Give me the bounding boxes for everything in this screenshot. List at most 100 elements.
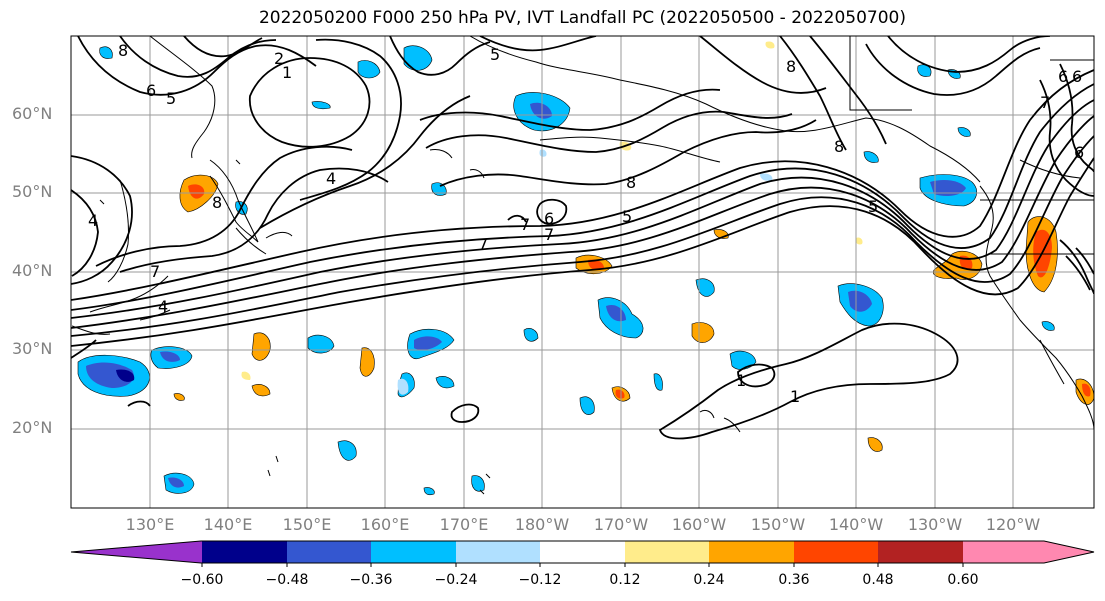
contour-label: 8	[786, 57, 796, 76]
pv-contour	[95, 145, 353, 267]
ivt-blue-patch	[653, 373, 663, 391]
ivt-blue-patch	[471, 475, 485, 492]
ivt-red-core	[615, 389, 625, 399]
pv-contour	[389, 36, 491, 76]
coastlines	[71, 36, 1094, 495]
okhotsk-coast	[149, 36, 216, 159]
hawaii-islands	[699, 409, 741, 433]
map-frame	[70, 35, 1095, 509]
colorbar-segment	[540, 541, 625, 563]
ivt-blue-patch	[311, 101, 331, 110]
pv-contour	[71, 157, 1094, 347]
pv-contour	[865, 43, 1041, 96]
pv-contour	[507, 198, 568, 225]
ivt-blue-patch	[357, 60, 381, 79]
ivt-orange-patch	[251, 384, 271, 397]
contour-label: 1	[282, 63, 292, 82]
pv-contour	[71, 135, 1094, 337]
pv-contour	[71, 155, 133, 285]
pv-contour	[249, 57, 371, 148]
colorbar-segment	[287, 541, 371, 563]
colorbar-outline	[70, 540, 1095, 564]
pv-contour	[699, 36, 827, 94]
contour-label: 7	[478, 235, 488, 254]
pv-contour	[127, 400, 151, 407]
ivt-blue-patch	[337, 440, 357, 461]
lon-label: 170°E	[439, 515, 489, 534]
pv-contour	[779, 36, 847, 151]
contour-label: 6	[544, 209, 554, 228]
colorbar-segment	[709, 541, 794, 563]
colorbar-tick-label: 0.12	[609, 572, 641, 588]
colorbar-segment	[71, 541, 202, 563]
bering-islands	[429, 149, 485, 179]
colorbar-segment	[794, 541, 878, 563]
colorbar-tick-label: 0.48	[862, 572, 894, 588]
pv-contour	[71, 69, 1094, 301]
colorbar-tick-label: −0.24	[434, 572, 478, 588]
pv-contour	[809, 36, 887, 145]
colorbar-segment	[456, 541, 540, 563]
pv-contour	[1059, 239, 1094, 295]
pv-contour	[419, 88, 721, 131]
ivt-red-core	[1082, 383, 1091, 397]
contour-label: 5	[868, 197, 878, 216]
ivt-blue-patch	[695, 278, 715, 297]
lon-label: 140°E	[203, 515, 253, 534]
contour-label: 8	[212, 193, 222, 212]
ivt-blue-patch	[729, 350, 757, 370]
colorbar-tick-label: −0.12	[518, 572, 562, 588]
contour-label: 5	[166, 89, 176, 108]
ivt-yellow-patch	[241, 371, 251, 380]
ivt-blue-patch	[307, 334, 335, 354]
contour-label: 8	[118, 41, 128, 60]
lat-label: 30°N	[12, 339, 53, 358]
ivt-lightblue-patch	[760, 173, 773, 181]
ivt-blue-core	[160, 351, 180, 362]
ivt-blue-patch	[863, 151, 879, 163]
pv-contour	[71, 189, 99, 277]
ivt-yellow-patch	[855, 237, 863, 245]
ivt-blue-patch	[957, 127, 971, 137]
kuril-islands	[235, 227, 293, 255]
contour-label: 8	[834, 137, 844, 156]
colorbar-segment	[878, 541, 963, 563]
ivt-red-core	[588, 259, 604, 270]
contour-label: 5	[490, 45, 500, 64]
graticule	[71, 36, 1094, 508]
ivt-blue-core	[86, 362, 134, 388]
colorbar-segment	[625, 541, 709, 563]
pv-contour	[450, 403, 480, 423]
ivt-yellow-patch	[765, 41, 775, 49]
pv-contour	[425, 110, 793, 153]
map-title: 2022050200 F000 250 hPa PV, IVT Landfall…	[258, 8, 906, 28]
contour-label-group: 8 6 5 7 1 2 4 4 8 7 4 5 8 5 7 6 7 8 5 6 …	[88, 41, 1084, 406]
pv-contours	[71, 36, 1094, 440]
lon-label: 160°W	[671, 515, 727, 534]
lon-label: 160°E	[360, 515, 410, 534]
lon-label: 130°E	[125, 515, 175, 534]
contour-label: 8	[626, 173, 636, 192]
contour-label: 7	[544, 225, 554, 244]
pv-contour	[299, 38, 402, 201]
ivt-orange-patch	[173, 393, 185, 401]
contour-label: 7	[1040, 93, 1050, 112]
pv-contour	[71, 115, 1094, 329]
colorbar-tick-label: −0.36	[349, 572, 393, 588]
ivt-darkblue-core	[116, 369, 135, 382]
colorbar	[70, 540, 1095, 567]
colorbar-tick-label: 0.36	[778, 572, 810, 588]
lon-label: 140°W	[828, 515, 884, 534]
pv-contour	[479, 36, 597, 52]
contour-label: 2	[274, 49, 284, 68]
ivt-orange-patch	[359, 347, 375, 377]
ivt-blue-patch	[1041, 321, 1055, 331]
lat-label: 50°N	[12, 182, 53, 201]
contour-label: 6	[1074, 143, 1084, 162]
colorbar-tick-label: 0.60	[947, 572, 979, 588]
contour-label: 5	[622, 207, 632, 226]
pv-contour	[77, 36, 317, 96]
contour-label: 7	[520, 215, 530, 234]
map-plot-area: 8 6 5 7 1 2 4 4 8 7 4 5 8 5 7 6 7 8 5 6 …	[71, 36, 1094, 508]
